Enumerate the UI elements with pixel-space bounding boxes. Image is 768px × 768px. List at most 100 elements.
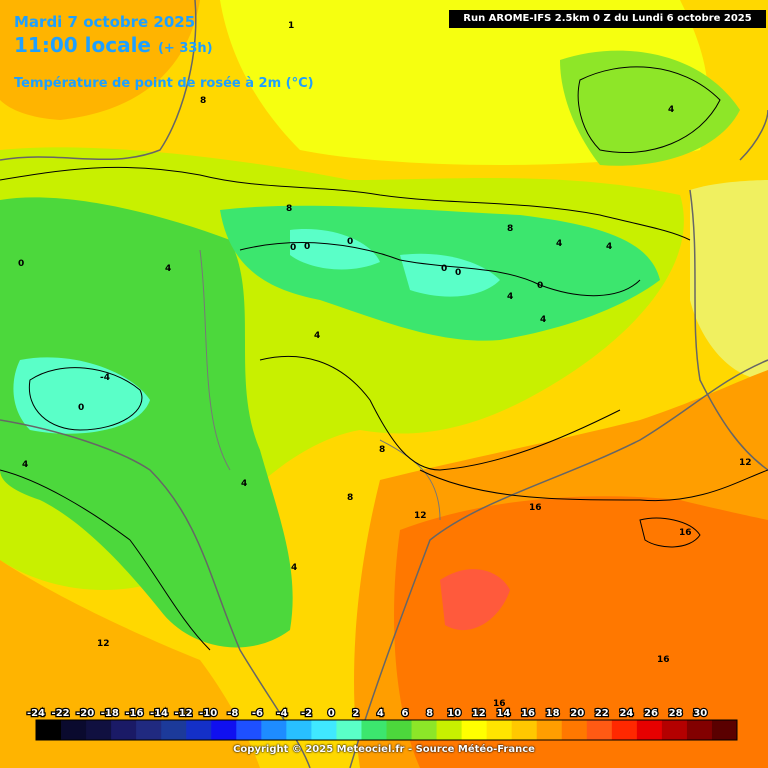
contour-label: 4: [165, 264, 171, 274]
legend-tick-label: 4: [377, 708, 384, 719]
contour-label: 4: [606, 242, 612, 252]
region-redorange-sea: [394, 496, 768, 768]
contour-line: [0, 469, 211, 651]
legend-tick-label: -12: [175, 708, 193, 719]
legend-swatch: [286, 720, 312, 740]
legend-tick-label: -2: [301, 708, 312, 719]
contour-line: [0, 166, 691, 241]
legend-tick-label: -6: [252, 708, 263, 719]
legend-swatch: [536, 720, 563, 740]
map-parameter: Température de point de rosée à 2m (°C): [14, 76, 314, 91]
legend-swatch: [386, 720, 413, 740]
contour-line: [28, 367, 143, 431]
legend-swatch: [511, 720, 538, 740]
legend-tick-label: -22: [52, 708, 70, 719]
contour-label: 16: [529, 503, 542, 513]
contour-label: 16: [493, 699, 506, 709]
legend-tick-label: 28: [669, 708, 683, 719]
legend-tick-label: 18: [546, 708, 560, 719]
legend-tick-label: -24: [27, 708, 45, 719]
region-paleyellow-east: [690, 180, 768, 380]
legend-tick-label: 0: [328, 708, 335, 719]
contour-label: 0: [78, 403, 84, 413]
contour-label: 4: [556, 239, 562, 249]
legend-swatch: [136, 720, 162, 740]
legend-tick-label: 10: [447, 708, 461, 719]
run-info-banner: Run AROME-IFS 2.5km 0 Z du Lundi 6 octob…: [449, 10, 766, 28]
contour-label: 4: [22, 460, 28, 470]
region-lime-ne: [560, 50, 740, 166]
coastline-south: [349, 359, 768, 768]
contour-label: 8: [507, 224, 513, 234]
contour-label: 0: [304, 242, 310, 252]
legend-swatch: [61, 720, 87, 740]
copyright-text: Copyright © 2025 Meteociel.fr - Source M…: [233, 744, 535, 755]
legend-tick-label: 20: [570, 708, 584, 719]
contour-label: 0: [18, 259, 24, 269]
legend-swatch: [711, 720, 738, 740]
legend-tick-label: -20: [76, 708, 94, 719]
legend-swatch: [661, 720, 688, 740]
legend-swatch: [36, 720, 62, 740]
contour-label: 0: [537, 281, 543, 291]
color-legend: -24 -22 -20 -18 -16 -14 -12 -10 -8 -6 -4 -2 0 2 4 6 8 10 1…: [26, 707, 738, 741]
contour-line: [639, 517, 701, 548]
legend-tick-label: 12: [472, 708, 486, 719]
legend-swatch: [161, 720, 187, 740]
legend-swatch: [111, 720, 137, 740]
legend-swatch: [436, 720, 463, 740]
border-east: [689, 189, 768, 471]
legend-tick-label: -8: [227, 708, 238, 719]
contour-label: 4: [507, 292, 513, 302]
legend-tick-label: 8: [426, 708, 433, 719]
legend-tick-label: 22: [595, 708, 609, 719]
contour-label: 12: [97, 639, 110, 649]
legend-swatch: [686, 720, 713, 740]
legend-frame: [35, 719, 738, 741]
contour-label: 8: [347, 493, 353, 503]
region-orange-nw: [0, 0, 200, 120]
contour-label: 8: [200, 96, 206, 106]
contour-label: 4: [291, 563, 297, 573]
legend-swatch: [261, 720, 287, 740]
contour-line: [419, 469, 768, 502]
legend-swatch: [636, 720, 663, 740]
legend-tick-label: 24: [619, 708, 633, 719]
contour-label: 12: [739, 458, 752, 468]
legend-swatch: [361, 720, 387, 740]
contour-label: 16: [679, 528, 692, 538]
legend-swatch: [611, 720, 638, 740]
legend-tick-label: -10: [199, 708, 217, 719]
region-red-pocket: [440, 569, 510, 631]
contour-line: [259, 355, 621, 471]
contour-label: 4: [314, 331, 320, 341]
legend-tick-label: 14: [496, 708, 510, 719]
border-west: [0, 419, 311, 768]
contour-label: 1: [288, 21, 294, 31]
region-cyan-ridge-1: [290, 229, 380, 270]
contour-label: 0: [455, 268, 461, 278]
legend-swatch: [411, 720, 438, 740]
legend-tick-label: 26: [644, 708, 658, 719]
region-green-west: [0, 197, 293, 648]
contour-label: 4: [241, 479, 247, 489]
map-time: 11:00 locale (+ 33h): [14, 33, 213, 57]
legend-tick-label: 30: [693, 708, 707, 719]
local-time: 11:00 locale: [14, 33, 151, 57]
region-cyan-west: [13, 357, 150, 434]
legend-swatch: [336, 720, 362, 740]
contour-label: 0: [441, 264, 447, 274]
legend-tick-label: -18: [101, 708, 119, 719]
legend-tick-label: -14: [150, 708, 168, 719]
border-inner: [199, 249, 231, 471]
legend-swatch: [86, 720, 112, 740]
legend-tick-label: 2: [352, 708, 359, 719]
lead-time: (+ 33h): [157, 41, 213, 56]
map-date: Mardi 7 octobre 2025: [14, 13, 196, 31]
legend-tick-label: 6: [402, 708, 409, 719]
contour-label: 12: [414, 511, 427, 521]
legend-swatch: [486, 720, 513, 740]
legend-swatch: [561, 720, 588, 740]
